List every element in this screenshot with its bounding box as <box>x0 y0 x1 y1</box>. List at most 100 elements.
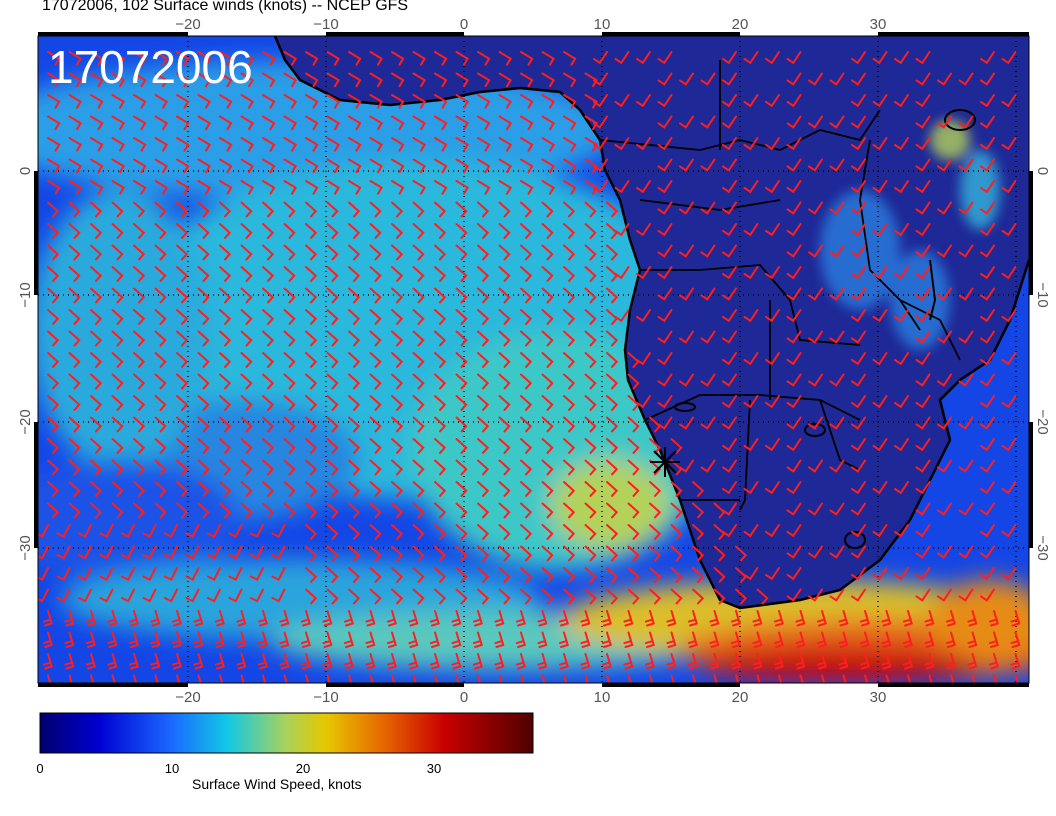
wind-barb <box>455 438 468 454</box>
wind-barb <box>980 459 995 473</box>
wind-barb <box>369 416 382 433</box>
wind-barb <box>111 438 124 454</box>
wind-barb <box>498 266 511 282</box>
wind-barb <box>305 115 319 131</box>
wind-barb <box>498 287 511 304</box>
wind-barb <box>154 72 168 88</box>
wind-barb <box>636 395 651 409</box>
wind-barb <box>369 481 382 497</box>
wind-barb <box>477 502 490 519</box>
wind-barb <box>305 524 318 540</box>
wind-barb <box>133 330 146 347</box>
wind-barb <box>47 201 60 218</box>
wind-barb <box>786 287 802 301</box>
wind-barb <box>808 373 823 387</box>
wind-barb <box>477 309 490 325</box>
wind-barb <box>627 524 640 540</box>
wind-barb <box>795 610 806 627</box>
wind-barb <box>614 180 630 194</box>
wind-barb <box>90 137 104 152</box>
wind-barb <box>872 266 888 280</box>
wind-barb <box>68 287 81 304</box>
wind-barb <box>348 223 361 239</box>
wind-barb <box>283 330 296 347</box>
lat-tick-left-label: −10 <box>17 282 34 307</box>
wind-barb <box>808 502 823 516</box>
wind-barb <box>657 266 673 280</box>
wind-barb <box>68 309 81 325</box>
wind-barb <box>369 201 382 218</box>
wind-barb <box>606 588 619 605</box>
wind-barb <box>90 115 104 131</box>
wind-barb <box>434 567 447 583</box>
wind-barb <box>743 266 759 280</box>
wind-barb <box>786 244 802 258</box>
wind-barb <box>606 244 619 261</box>
wind-barb <box>730 610 741 627</box>
wind-barb <box>894 51 909 65</box>
wind-barb <box>300 631 311 648</box>
wind-barb <box>498 72 512 88</box>
wind-barb <box>47 158 61 174</box>
wind-barb <box>937 72 952 86</box>
wind-barb <box>1010 610 1021 627</box>
wind-barb <box>657 115 673 129</box>
wind-barb <box>808 330 823 344</box>
wind-barb <box>348 309 361 325</box>
wind-barb <box>434 502 447 519</box>
wind-barb <box>391 72 405 88</box>
wind-barb <box>477 137 491 152</box>
wind-barb <box>348 416 361 433</box>
wind-barb <box>455 459 468 476</box>
wind-barb <box>305 567 318 583</box>
wind-barb <box>369 72 383 88</box>
wind-barb <box>85 631 96 648</box>
wind-barb <box>68 481 81 497</box>
wind-barb <box>305 223 318 239</box>
wind-barb <box>477 115 491 131</box>
wind-barb <box>176 352 189 368</box>
wind-barb <box>627 373 640 390</box>
wind-barb <box>391 94 405 109</box>
wind-barb <box>580 653 591 670</box>
wind-barb <box>980 287 995 301</box>
wind-barb <box>558 610 569 627</box>
wind-barb <box>369 352 382 368</box>
wind-barb <box>872 223 888 237</box>
wind-barb <box>197 223 210 239</box>
wind-barb <box>455 223 468 239</box>
wind-barb <box>68 223 81 239</box>
wind-barb <box>369 330 382 347</box>
wind-barb <box>133 309 146 325</box>
wind-barb <box>872 309 888 323</box>
wind-barb <box>154 309 167 325</box>
wind-barb <box>176 309 189 325</box>
wind-barb <box>1001 94 1017 108</box>
wind-barb <box>283 373 296 390</box>
wind-barb <box>657 373 673 387</box>
wind-barb <box>219 266 232 282</box>
wind-barb <box>743 137 759 151</box>
wind-barb <box>765 567 780 581</box>
wind-barb <box>305 158 319 174</box>
wind-barb <box>434 158 448 174</box>
wind-barb <box>412 244 425 261</box>
wind-barb <box>786 416 802 430</box>
wind-barb <box>90 266 103 282</box>
wind-barb <box>584 115 598 131</box>
wind-barb <box>520 674 525 683</box>
wind-barb <box>133 352 146 368</box>
wind-barb <box>851 158 866 172</box>
wind-barb <box>391 158 405 174</box>
wind-barb <box>937 158 952 172</box>
wind-barb <box>980 244 995 258</box>
wind-barb <box>851 545 866 559</box>
wind-barb <box>434 51 448 66</box>
wind-barb <box>369 438 382 454</box>
wind-barb <box>412 330 425 347</box>
wind-barb <box>219 395 232 411</box>
wind-barb <box>111 502 124 519</box>
wind-barb <box>56 524 71 538</box>
wind-barb <box>326 72 340 88</box>
wind-barb <box>434 330 447 347</box>
